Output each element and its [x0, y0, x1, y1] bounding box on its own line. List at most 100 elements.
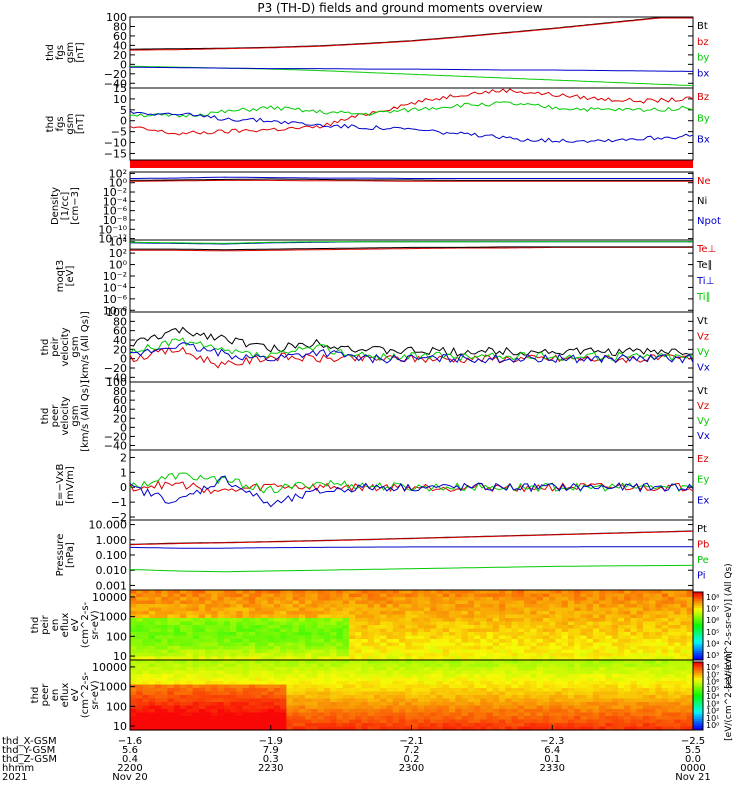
spectrogram-cell — [298, 705, 306, 710]
spectrogram-cell — [511, 716, 519, 721]
spectrogram-cell — [348, 684, 356, 689]
spectrogram-cell — [161, 618, 169, 623]
spectrogram-cell — [405, 621, 413, 626]
spectrogram-cell — [273, 670, 281, 675]
spectrogram-cell — [449, 656, 456, 661]
spectrogram-cell — [242, 719, 250, 724]
spectrogram-cell — [474, 677, 481, 682]
spectrogram-cell — [686, 604, 694, 609]
spectrogram-cell — [367, 642, 375, 647]
x-value: 2300 — [399, 763, 424, 774]
spectrogram-cell — [624, 660, 632, 665]
spectrogram-cell — [148, 614, 156, 619]
spectrogram-cell — [461, 597, 469, 602]
spectrogram-cell — [549, 705, 556, 710]
spectrogram-cell — [436, 670, 444, 675]
spectrogram-cell — [230, 625, 237, 630]
spectrogram-cell — [342, 628, 350, 633]
spectrogram-cell — [317, 593, 325, 598]
legend-label: By — [697, 113, 710, 124]
spectrogram-cell — [311, 681, 319, 686]
spectrogram-cell — [261, 642, 269, 647]
spectrogram-cell — [186, 600, 194, 605]
spectrogram-cell — [242, 726, 250, 731]
y-axis-label: thd — [40, 408, 51, 425]
spectrogram-cell — [611, 618, 619, 623]
spectrogram-cell — [674, 705, 682, 710]
spectrogram-cell — [186, 716, 194, 721]
spectrogram-cell — [536, 670, 544, 675]
spectrogram-cell — [674, 604, 682, 609]
x-value: 7.2 — [404, 745, 420, 756]
spectrogram-cell — [630, 709, 638, 714]
spectrogram-cell — [599, 677, 607, 682]
y-axis-label: thd — [45, 44, 56, 61]
colorbar-tick: 10⁶ — [706, 616, 719, 625]
spectrogram-cell — [217, 702, 225, 707]
spectrogram-cell — [305, 611, 313, 616]
spectrogram-cell — [198, 663, 206, 668]
spectrogram-cell — [649, 670, 657, 675]
spectrogram-cell — [667, 611, 675, 616]
spectrogram-cell — [417, 674, 425, 679]
spectrogram-cell — [586, 712, 594, 717]
spectrogram-cell — [273, 597, 281, 602]
spectrogram-cell — [348, 688, 356, 693]
spectrogram-cell — [211, 660, 219, 665]
spectrogram-cell — [686, 716, 694, 721]
colorbar-swatch — [693, 619, 703, 622]
spectrogram-cell — [561, 614, 569, 619]
spectrogram-cell — [686, 663, 694, 668]
spectrogram-cell — [449, 625, 456, 630]
spectrogram-cell — [424, 705, 431, 710]
spectrogram-cell — [486, 688, 494, 693]
spectrogram-cell — [436, 663, 444, 668]
spectrogram-cell — [323, 726, 331, 731]
spectrogram-cell — [223, 593, 231, 598]
spectrogram-cell — [180, 691, 187, 696]
spectrogram-cell — [342, 670, 350, 675]
spectrogram-cell — [230, 709, 237, 714]
spectrogram-cell — [180, 646, 187, 651]
spectrogram-cell — [517, 663, 525, 668]
spectrogram-cell — [555, 681, 563, 686]
spectrogram-cell — [255, 639, 262, 644]
spectrogram-cell — [636, 660, 644, 665]
spectrogram-cell — [292, 625, 300, 630]
spectrogram-cell — [517, 709, 525, 714]
spectrogram-cell — [511, 604, 519, 609]
spectrogram-cell — [380, 649, 388, 654]
spectrogram-cell — [642, 607, 650, 612]
spectrogram-cell — [661, 716, 669, 721]
spectrogram-cell — [611, 698, 619, 703]
spectrogram-cell — [424, 716, 431, 721]
spectrogram-cell — [605, 621, 613, 626]
spectrogram-cell — [480, 663, 488, 668]
spectrogram-cell — [323, 702, 331, 707]
spectrogram-cell — [417, 677, 425, 682]
spectrogram-cell — [436, 667, 444, 672]
spectrogram-cell — [449, 604, 456, 609]
spectrogram-cell — [611, 590, 619, 595]
spectrogram-cell — [642, 709, 650, 714]
spectrogram-cell — [667, 716, 675, 721]
y-tick-label: −20 — [104, 362, 127, 375]
spectrogram-cell — [667, 688, 675, 693]
spectrogram-cell — [311, 726, 319, 731]
x-value: 5.5 — [685, 745, 701, 756]
spectrogram-cell — [361, 667, 369, 672]
spectrogram-cell — [267, 691, 275, 696]
spectrogram-cell — [367, 698, 375, 703]
spectrogram-cell — [261, 705, 269, 710]
spectrogram-cell — [355, 653, 363, 658]
spectrogram-cell — [499, 684, 506, 689]
y-tick-label: 10000 — [92, 591, 127, 604]
spectrogram-cell — [667, 618, 675, 623]
spectrogram-cell — [136, 649, 144, 654]
spectrogram-cell — [230, 674, 237, 679]
spectrogram-cell — [167, 695, 175, 700]
spectrogram-cell — [530, 635, 538, 640]
spectrogram-cell — [636, 712, 644, 717]
colorbar-swatch — [693, 702, 703, 706]
spectrogram-cell — [455, 656, 463, 661]
